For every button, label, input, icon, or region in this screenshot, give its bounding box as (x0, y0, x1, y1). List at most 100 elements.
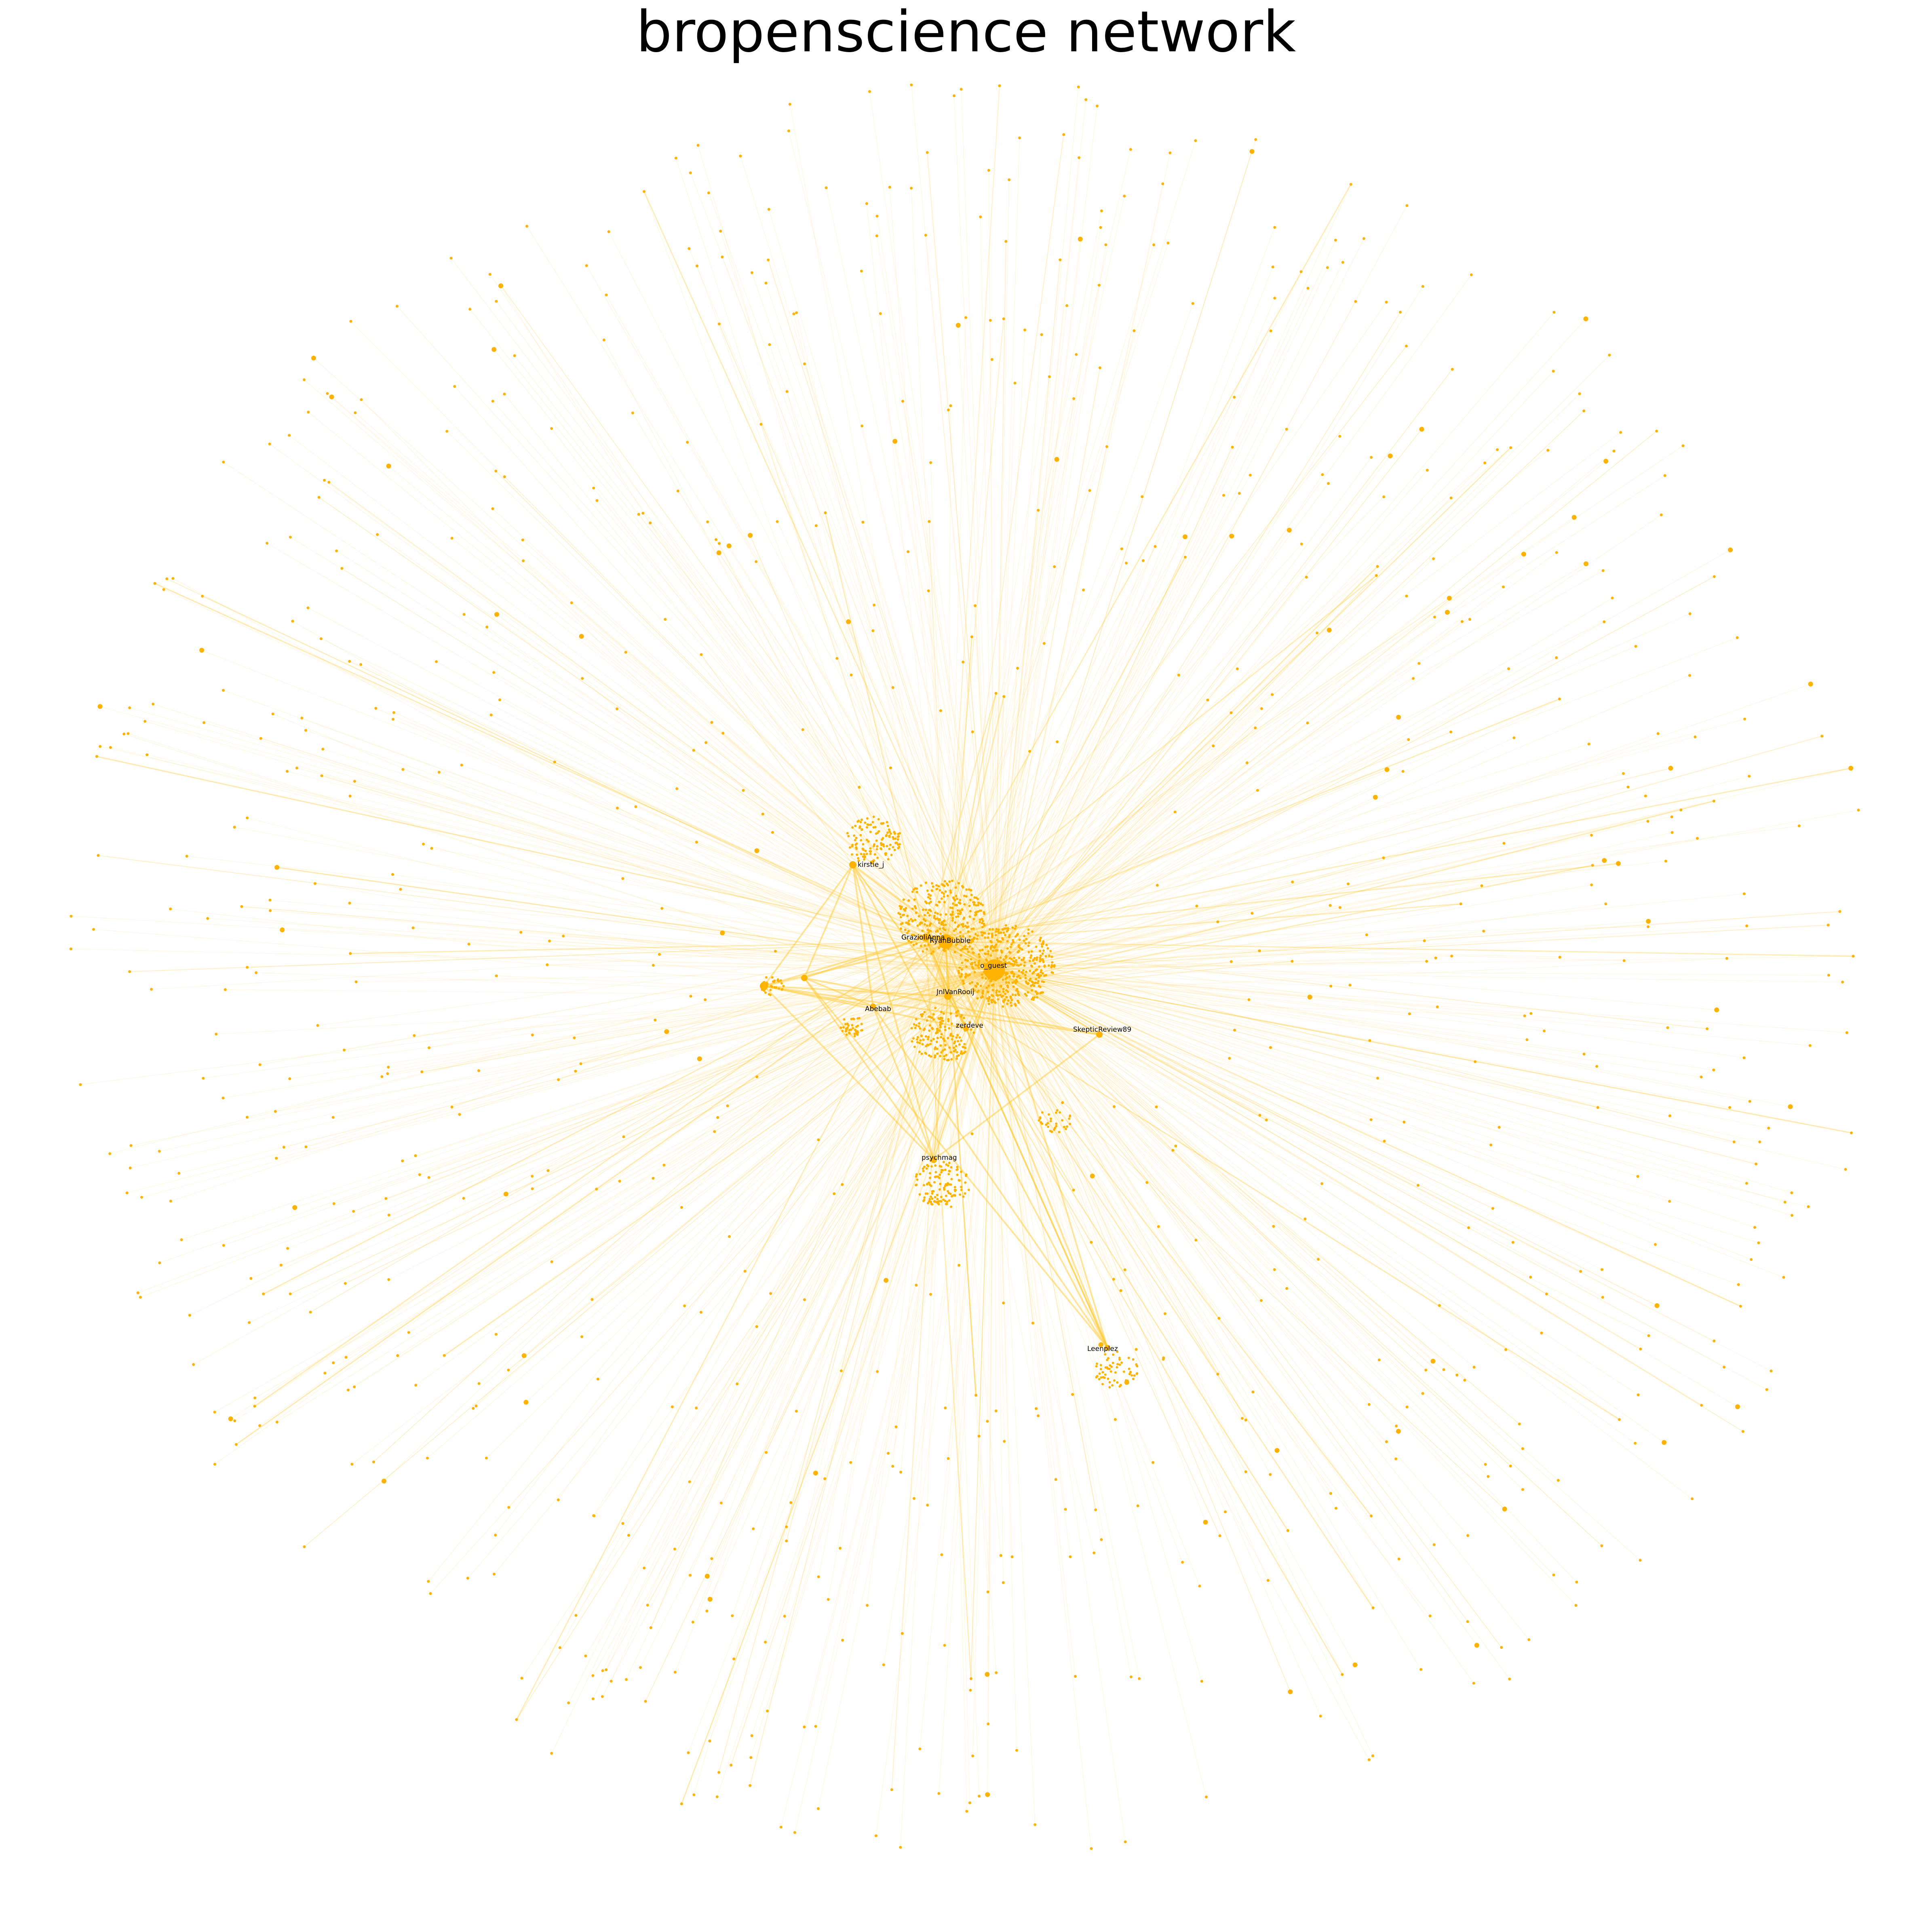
leaf-node (948, 1183, 951, 1186)
leaf-node (1046, 1122, 1049, 1125)
edge (994, 969, 1730, 1108)
peripheral-node (1495, 448, 1499, 451)
leaf-node (975, 985, 978, 988)
edge (764, 937, 926, 987)
peripheral-node (319, 637, 323, 641)
leaf-node (959, 912, 962, 915)
leaf-node (778, 987, 780, 990)
leaf-node (942, 1198, 945, 1201)
edge (994, 969, 1373, 1608)
leaf-node (848, 1029, 851, 1031)
peripheral-node (1502, 842, 1506, 845)
peripheral-node (1521, 1447, 1524, 1450)
leaf-node (894, 837, 897, 840)
leaf-node (1008, 975, 1011, 978)
edge (794, 969, 995, 1833)
leaf-node (931, 1192, 934, 1195)
edge (994, 693, 997, 970)
leaf-node (960, 1026, 963, 1029)
edge (994, 969, 1474, 1368)
peripheral-node (1299, 270, 1303, 273)
peripheral-node (1071, 1393, 1074, 1396)
peripheral-node (215, 1033, 218, 1036)
leaf-node (970, 893, 973, 896)
leaf-node (1055, 1125, 1058, 1127)
edge (255, 996, 948, 1399)
leaf-node (958, 971, 960, 974)
peripheral-node (707, 191, 710, 194)
edge (994, 969, 1531, 1278)
peripheral-node (275, 1157, 278, 1160)
edge (551, 428, 946, 942)
peripheral-node (719, 230, 722, 233)
peripheral-node (1028, 750, 1031, 753)
leaf-node (1050, 1130, 1053, 1133)
edge (945, 496, 1384, 942)
leaf-node (916, 1178, 919, 1181)
edge (628, 969, 995, 1536)
peripheral-node (1432, 1543, 1436, 1546)
peripheral-node (929, 1293, 932, 1296)
edge (947, 800, 1714, 997)
leaf-node (940, 1196, 943, 1198)
edge (402, 969, 995, 1161)
edge (994, 969, 1379, 1361)
leaf-node (1046, 947, 1049, 950)
leaf-node (888, 834, 891, 837)
peripheral-node (1054, 1478, 1057, 1481)
peripheral-node (817, 1575, 820, 1578)
peripheral-node (1385, 1440, 1388, 1444)
peripheral-node (731, 1614, 734, 1617)
edge (994, 596, 1407, 970)
peripheral-node (1555, 656, 1558, 659)
leaf-node (937, 885, 940, 887)
peripheral-node (360, 398, 363, 401)
leaf-node (911, 919, 914, 922)
peripheral-node (1450, 955, 1453, 958)
leaf-node (1015, 979, 1018, 982)
leaf-node (934, 1046, 937, 1049)
edge (945, 941, 1750, 1102)
leaf-node (888, 830, 891, 833)
leaf-node (937, 1203, 940, 1205)
leaf-node (940, 1051, 943, 1054)
edge (605, 969, 995, 1670)
edge (444, 969, 995, 1356)
leaf-node (1004, 924, 1007, 927)
edge (496, 470, 995, 970)
edge (451, 941, 946, 1108)
peripheral-node (387, 1214, 390, 1217)
leaf-node (1019, 963, 1022, 966)
leaf-node (902, 898, 905, 901)
leaf-node (1018, 938, 1021, 941)
peripheral-node (707, 1597, 713, 1602)
edge (994, 801, 1714, 970)
peripheral-node (1287, 527, 1292, 533)
leaf-node (987, 999, 990, 1002)
edge (994, 554, 1524, 970)
peripheral-node (994, 1409, 998, 1412)
peripheral-node (605, 293, 608, 297)
edge (230, 941, 946, 1419)
leaf-node (943, 1188, 946, 1191)
edge (994, 969, 1715, 1342)
leaf-node (928, 908, 931, 911)
peripheral-node (1272, 1225, 1275, 1228)
leaf-node (872, 816, 875, 818)
leaf-node (923, 923, 926, 926)
peripheral-node (1365, 933, 1368, 936)
edge (154, 583, 995, 970)
edge (818, 969, 995, 1809)
node-label-grazioli: GrazioliAnna (901, 934, 945, 942)
edge (756, 850, 948, 997)
leaf-node (922, 1167, 924, 1170)
leaf-node (943, 1025, 946, 1028)
peripheral-node (169, 1199, 172, 1203)
leaf-node (1031, 989, 1033, 992)
peripheral-node (414, 1384, 418, 1387)
peripheral-node (1423, 939, 1426, 942)
peripheral-node (1656, 732, 1660, 735)
peripheral-node (546, 1169, 550, 1172)
edge (947, 903, 1606, 997)
leaf-node (1047, 1113, 1050, 1116)
